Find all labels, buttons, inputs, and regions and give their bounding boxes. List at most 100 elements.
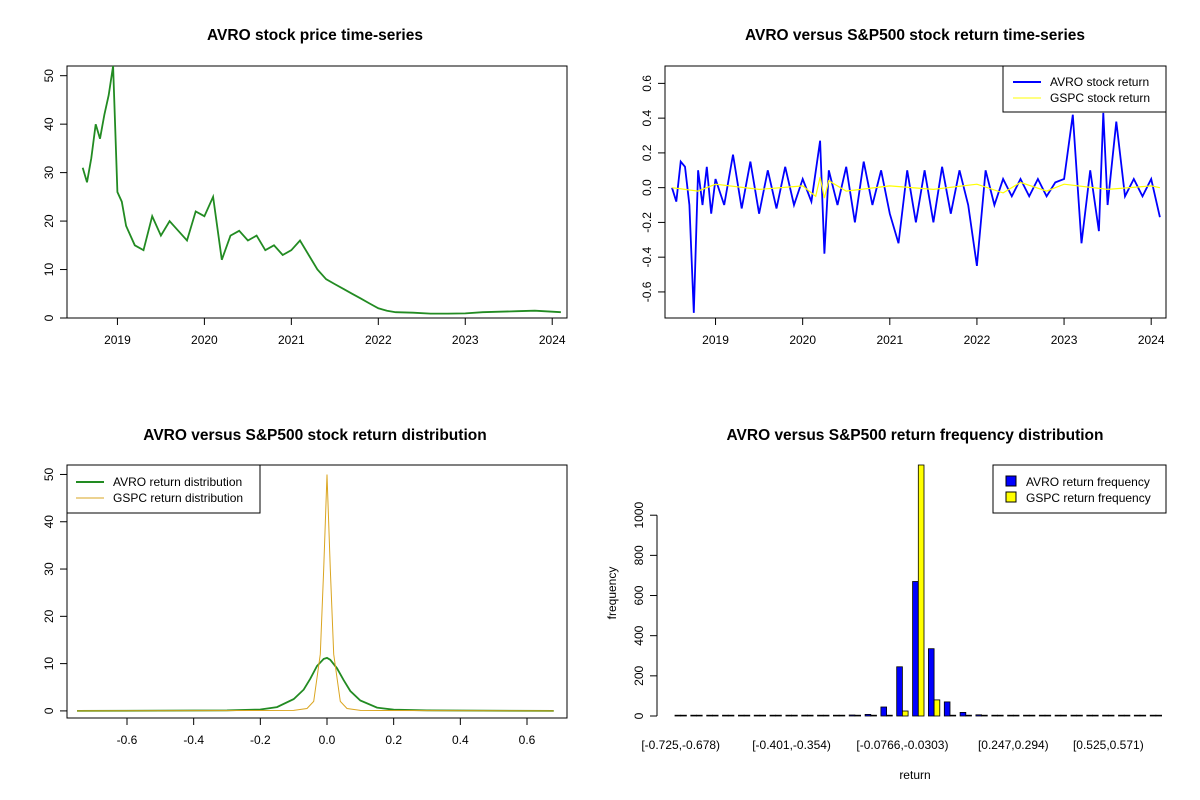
y-tick-label: 0	[42, 707, 56, 714]
frequency-chart-axes: 0 200 400 600 800 1000 [-0.725,-0.678) [-0.401,…	[632, 502, 1144, 752]
series-line-gspc-stock-return	[671, 177, 1161, 199]
bar-avro	[1070, 714, 1078, 717]
bar-gspc	[1028, 714, 1036, 717]
bar-gspc	[822, 714, 830, 717]
bar-gspc	[743, 714, 751, 717]
bar-gspc	[680, 714, 687, 717]
return-legend-label-gspc: GSPC stock return	[1050, 91, 1150, 105]
bar-avro	[738, 714, 745, 717]
bar-gspc	[981, 714, 988, 717]
series-line-price	[81, 65, 561, 315]
x-tick-label: 2020	[191, 333, 218, 347]
distribution-chart-legend: AVRO return distribution GSPC return dis…	[66, 464, 261, 514]
series-line-avro-stock-return	[671, 112, 1161, 313]
y-tick-label: 50	[42, 69, 56, 83]
bar-avro	[801, 714, 808, 717]
bar-gspc	[933, 699, 941, 717]
bar-gspc	[917, 464, 925, 717]
y-tick-label: -0.2	[640, 212, 654, 233]
y-tick-label: 10	[42, 657, 56, 671]
price-chart-title: AVRO stock price time-series	[207, 27, 423, 44]
bar-avro	[1023, 714, 1030, 717]
return-legend-label-avro: AVRO stock return	[1050, 75, 1149, 89]
bar-gspc	[807, 714, 814, 717]
x-tick-label: 2021	[876, 333, 903, 347]
bar-avro	[722, 714, 729, 717]
bar-avro	[991, 714, 998, 717]
y-tick-label: 10	[42, 263, 56, 277]
x-tick-label: 2022	[365, 333, 392, 347]
bar-avro	[1054, 714, 1062, 717]
x-tick-label: 0.4	[452, 733, 469, 747]
return-chart-title: AVRO versus S&P500 stock return time-ser…	[745, 27, 1085, 44]
frequency-chart-xlabel: return	[899, 768, 930, 782]
frequency-chart-ylabel: frequency	[605, 567, 619, 620]
x-tick-label: 0.0	[319, 733, 336, 747]
bar-gspc	[949, 714, 957, 717]
return-chart-legend: AVRO stock return GSPC stock return	[1002, 65, 1167, 113]
bar-avro	[1038, 714, 1046, 717]
y-tick-label: 1000	[632, 502, 646, 529]
x-tick-label: -0.2	[250, 733, 271, 747]
price-chart-axes: 2019 2020 2021 2022 2023 2024 0 10 20 30 40 50	[42, 69, 566, 347]
bar-avro	[896, 666, 903, 717]
x-tick-label: [-0.0766,-0.0303)	[856, 738, 948, 752]
bar-avro	[1118, 714, 1125, 717]
distribution-legend-box	[66, 464, 261, 514]
bar-gspc	[965, 714, 972, 717]
bar-avro	[928, 648, 935, 717]
frequency-legend-label-avro: AVRO return frequency	[1026, 475, 1150, 489]
bar-avro	[943, 701, 951, 717]
price-chart: AVRO stock price time-series 2019 2020 202…	[42, 27, 568, 347]
bar-avro	[817, 714, 824, 717]
x-tick-label: 2021	[278, 333, 305, 347]
y-tick-label: 0.2	[640, 144, 654, 161]
bar-avro	[1149, 714, 1157, 717]
bar-gspc	[759, 714, 767, 717]
x-tick-label: -0.4	[183, 733, 204, 747]
y-tick-label: 800	[632, 545, 646, 565]
x-tick-label: 2024	[1138, 333, 1165, 347]
bar-gspc	[1107, 714, 1115, 717]
bar-avro	[1133, 714, 1141, 717]
bar-gspc	[1012, 714, 1020, 717]
bar-gspc	[1092, 714, 1099, 717]
x-tick-label: 0.6	[519, 733, 536, 747]
frequency-legend-box	[992, 464, 1167, 514]
frequency-chart: AVRO versus S&P500 return frequency dist…	[605, 427, 1167, 782]
y-tick-label: -0.6	[640, 281, 654, 302]
bar-gspc	[902, 710, 909, 717]
bar-avro	[785, 714, 793, 717]
x-tick-label: [0.247,0.294)	[978, 738, 1049, 752]
frequency-chart-plot	[674, 464, 1163, 717]
bar-gspc	[791, 714, 798, 717]
return-chart: AVRO versus S&P500 stock return time-ser…	[640, 27, 1167, 347]
y-tick-label: 30	[42, 562, 56, 576]
bar-avro	[690, 714, 697, 717]
bar-gspc	[712, 714, 719, 717]
y-tick-label: 0	[632, 712, 646, 719]
y-tick-label: 200	[632, 666, 646, 686]
x-tick-label: 2019	[104, 333, 131, 347]
frequency-legend-swatch-avro	[1005, 475, 1017, 487]
x-tick-label: -0.6	[117, 733, 138, 747]
bar-gspc	[870, 714, 877, 717]
x-tick-label: 2023	[452, 333, 479, 347]
bar-gspc	[1076, 714, 1083, 717]
y-tick-label: 0	[42, 314, 56, 321]
bar-gspc	[696, 714, 703, 717]
distribution-legend-label-avro: AVRO return distribution	[113, 475, 242, 489]
bar-gspc	[997, 714, 1004, 717]
bar-avro	[848, 714, 856, 717]
bar-gspc	[1123, 714, 1131, 717]
distribution-chart-title: AVRO versus S&P500 stock return distribu…	[143, 427, 486, 444]
bar-gspc	[854, 714, 862, 717]
bar-avro	[674, 714, 682, 717]
distribution-chart: AVRO versus S&P500 stock return distribu…	[42, 427, 568, 747]
bar-avro	[1102, 714, 1109, 717]
y-tick-label: 30	[42, 166, 56, 180]
y-tick-label: 600	[632, 585, 646, 605]
distribution-chart-plot	[76, 474, 554, 712]
frequency-chart-title: AVRO versus S&P500 return frequency dist…	[727, 427, 1104, 444]
